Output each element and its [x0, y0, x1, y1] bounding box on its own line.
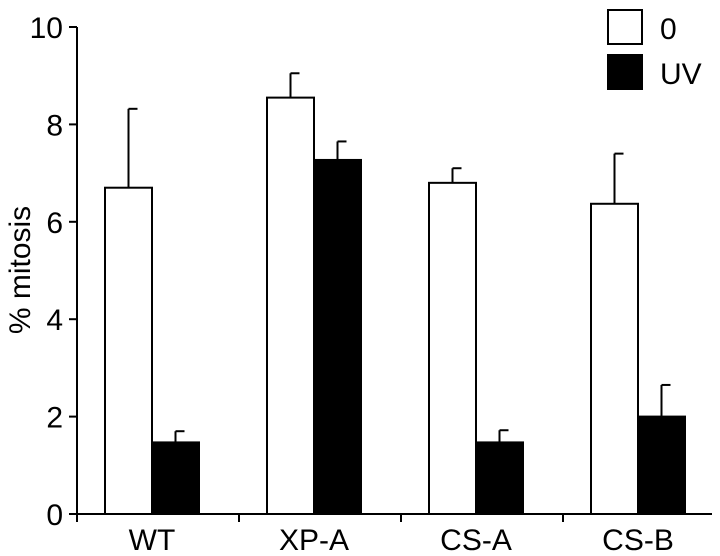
bar-uv — [475, 441, 524, 516]
y-tick-label: 2 — [46, 402, 63, 435]
legend-swatch — [607, 9, 643, 45]
legend-swatch — [607, 54, 643, 90]
y-tick-label: 0 — [46, 499, 63, 532]
plot-area: 0 2 4 6 8 10 WT XP-A CS-A CS-B — [30, 12, 712, 556]
bar-0 — [104, 186, 153, 516]
legend-label: UV — [660, 58, 702, 91]
legend: 0 UV — [607, 9, 702, 91]
x-tick-label: CS-B — [602, 524, 674, 556]
x-tick-label: XP-A — [279, 524, 349, 556]
bar-uv — [313, 158, 362, 516]
bar-uv — [151, 441, 200, 516]
bar-0 — [266, 96, 315, 516]
bar-0 — [590, 202, 639, 515]
x-tick-label: CS-A — [440, 524, 512, 556]
y-tick-label: 8 — [46, 109, 63, 142]
x-tick-label: WT — [129, 524, 176, 556]
legend-label: 0 — [660, 13, 677, 46]
bar-uv — [637, 415, 686, 516]
y-tick-label: 6 — [46, 207, 63, 240]
y-axis-label: % mitosis — [4, 206, 37, 334]
y-tick-label: 10 — [30, 12, 63, 45]
bar-0 — [428, 181, 477, 515]
y-tick-label: 4 — [46, 304, 63, 337]
